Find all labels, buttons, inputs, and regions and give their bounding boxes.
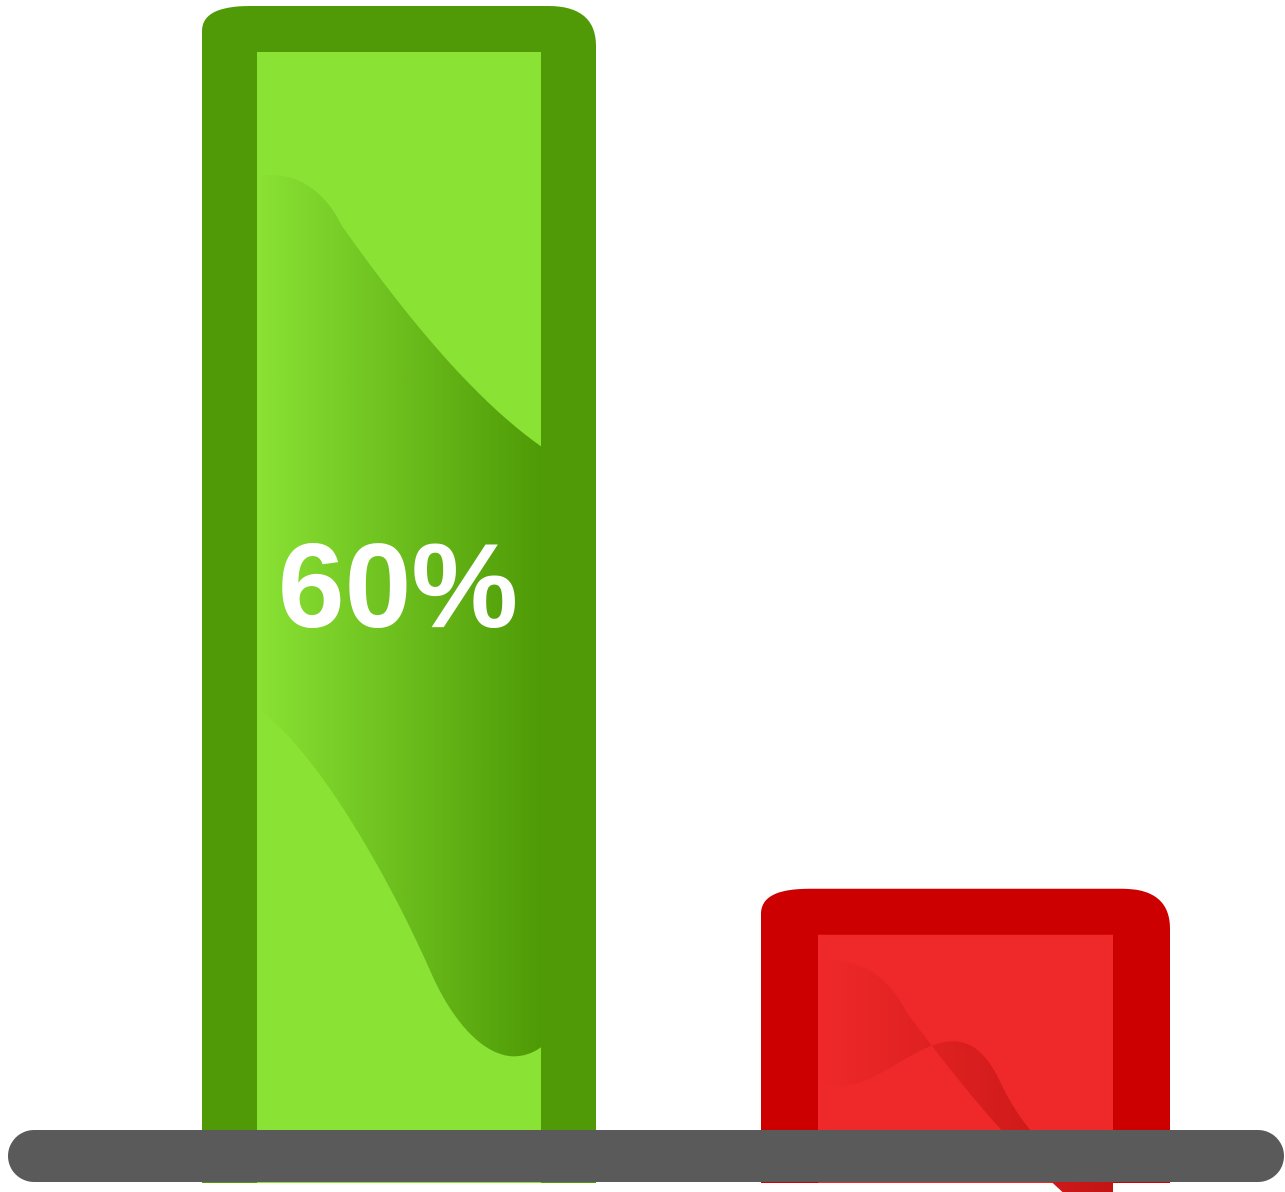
bar-1-value-label: 60% (278, 519, 518, 653)
bar-2-value-label: 15% (840, 745, 1080, 879)
bar-1-gloss-shading (257, 175, 541, 1057)
x-axis-baseline (8, 1130, 1284, 1182)
data-labels-layer: 60% 15% (278, 519, 1080, 879)
bars-layer (202, 6, 1170, 1192)
bar-2-gloss-shading (818, 960, 1113, 1192)
